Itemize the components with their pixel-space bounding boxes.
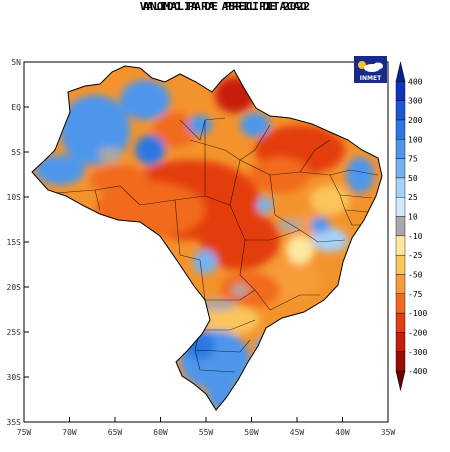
colorbar-segment [395,139,406,159]
map-title-line-2: VALIDO PARA ABRIL DE 2022 [139,0,311,13]
colorbar-top-arrow [395,61,406,82]
colorbar-segment [395,197,406,217]
colorbar: 400 300 200 100 75 50 25 10 -10 -25 -50 -75 -100 -200… [395,61,427,391]
colorbar-tick-label: 50 [408,174,418,183]
colorbar-tick-label: 25 [408,193,418,202]
colorbar-bottom-arrow [395,370,406,391]
lon-tick-label: 55W [199,428,214,437]
colorbar-tick-label: 100 [408,135,423,144]
colorbar-tick-label: -75 [408,290,423,299]
colorbar-segment [395,332,406,352]
colorbar-tick-label: -100 [408,309,427,318]
lat-tick-label: 20S [7,283,22,292]
colorbar-tick-label: 300 [408,97,423,106]
colorbar-segment [395,177,406,198]
lat-tick-label: 10S [7,193,22,202]
colorbar-tick-label: -200 [408,328,427,337]
colorbar-segment [395,312,406,333]
colorbar-segment [395,254,406,275]
map-title-line-1: ANOMALIA DE PRECIPITACAO [143,0,307,13]
lon-tick-label: 45W [290,428,305,437]
colorbar-segment [395,216,406,237]
lon-tick-label: 70W [62,428,77,437]
colorbar-tick-label: -50 [408,271,423,280]
inmet-logo: INMET [354,56,387,83]
lon-tick-label: 50W [244,428,259,437]
colorbar-tick-label: -25 [408,251,423,260]
colorbar-segment [395,293,406,314]
lat-tick-label: 15S [7,238,22,247]
longitude-axis: 75W 70W 65W 60W 55W 50W 45W 40W 35W [17,417,396,437]
lon-tick-label: 40W [335,428,350,437]
colorbar-segment [395,351,406,372]
colorbar-tick-label: 400 [408,77,423,86]
lon-tick-label: 60W [153,428,168,437]
colorbar-segment [395,274,406,295]
colorbar-tick-label: 75 [408,155,418,164]
colorbar-segment [395,235,406,256]
colorbar-segment [395,119,406,140]
colorbar-segment [395,158,406,179]
colorbar-tick-label: 200 [408,116,423,125]
colorbar-tick-label: -300 [408,348,427,357]
colorbar-tick-label: -10 [408,232,423,241]
colorbar-tick-label: 10 [408,213,418,222]
lat-tick-label: 5S [11,148,21,157]
lon-tick-label: 75W [17,428,32,437]
lon-tick-label: 65W [108,428,123,437]
latitude-axis: 5N EQ 5S 10S 15S 20S 25S 30S 35S [7,58,29,427]
lat-tick-label: 25S [7,328,22,337]
lon-tick-label: 35W [381,428,396,437]
logo-text: INMET [360,75,382,82]
state-borders [32,117,379,373]
lat-tick-label: EQ [11,103,21,112]
colorbar-segment [395,100,406,121]
lat-tick-label: 30S [7,373,22,382]
sun-icon [358,61,366,69]
lat-tick-label: 35S [7,418,22,427]
lat-tick-label: 5N [11,58,21,67]
colorbar-tick-label: -400 [408,367,427,376]
colorbar-segment [395,81,406,101]
